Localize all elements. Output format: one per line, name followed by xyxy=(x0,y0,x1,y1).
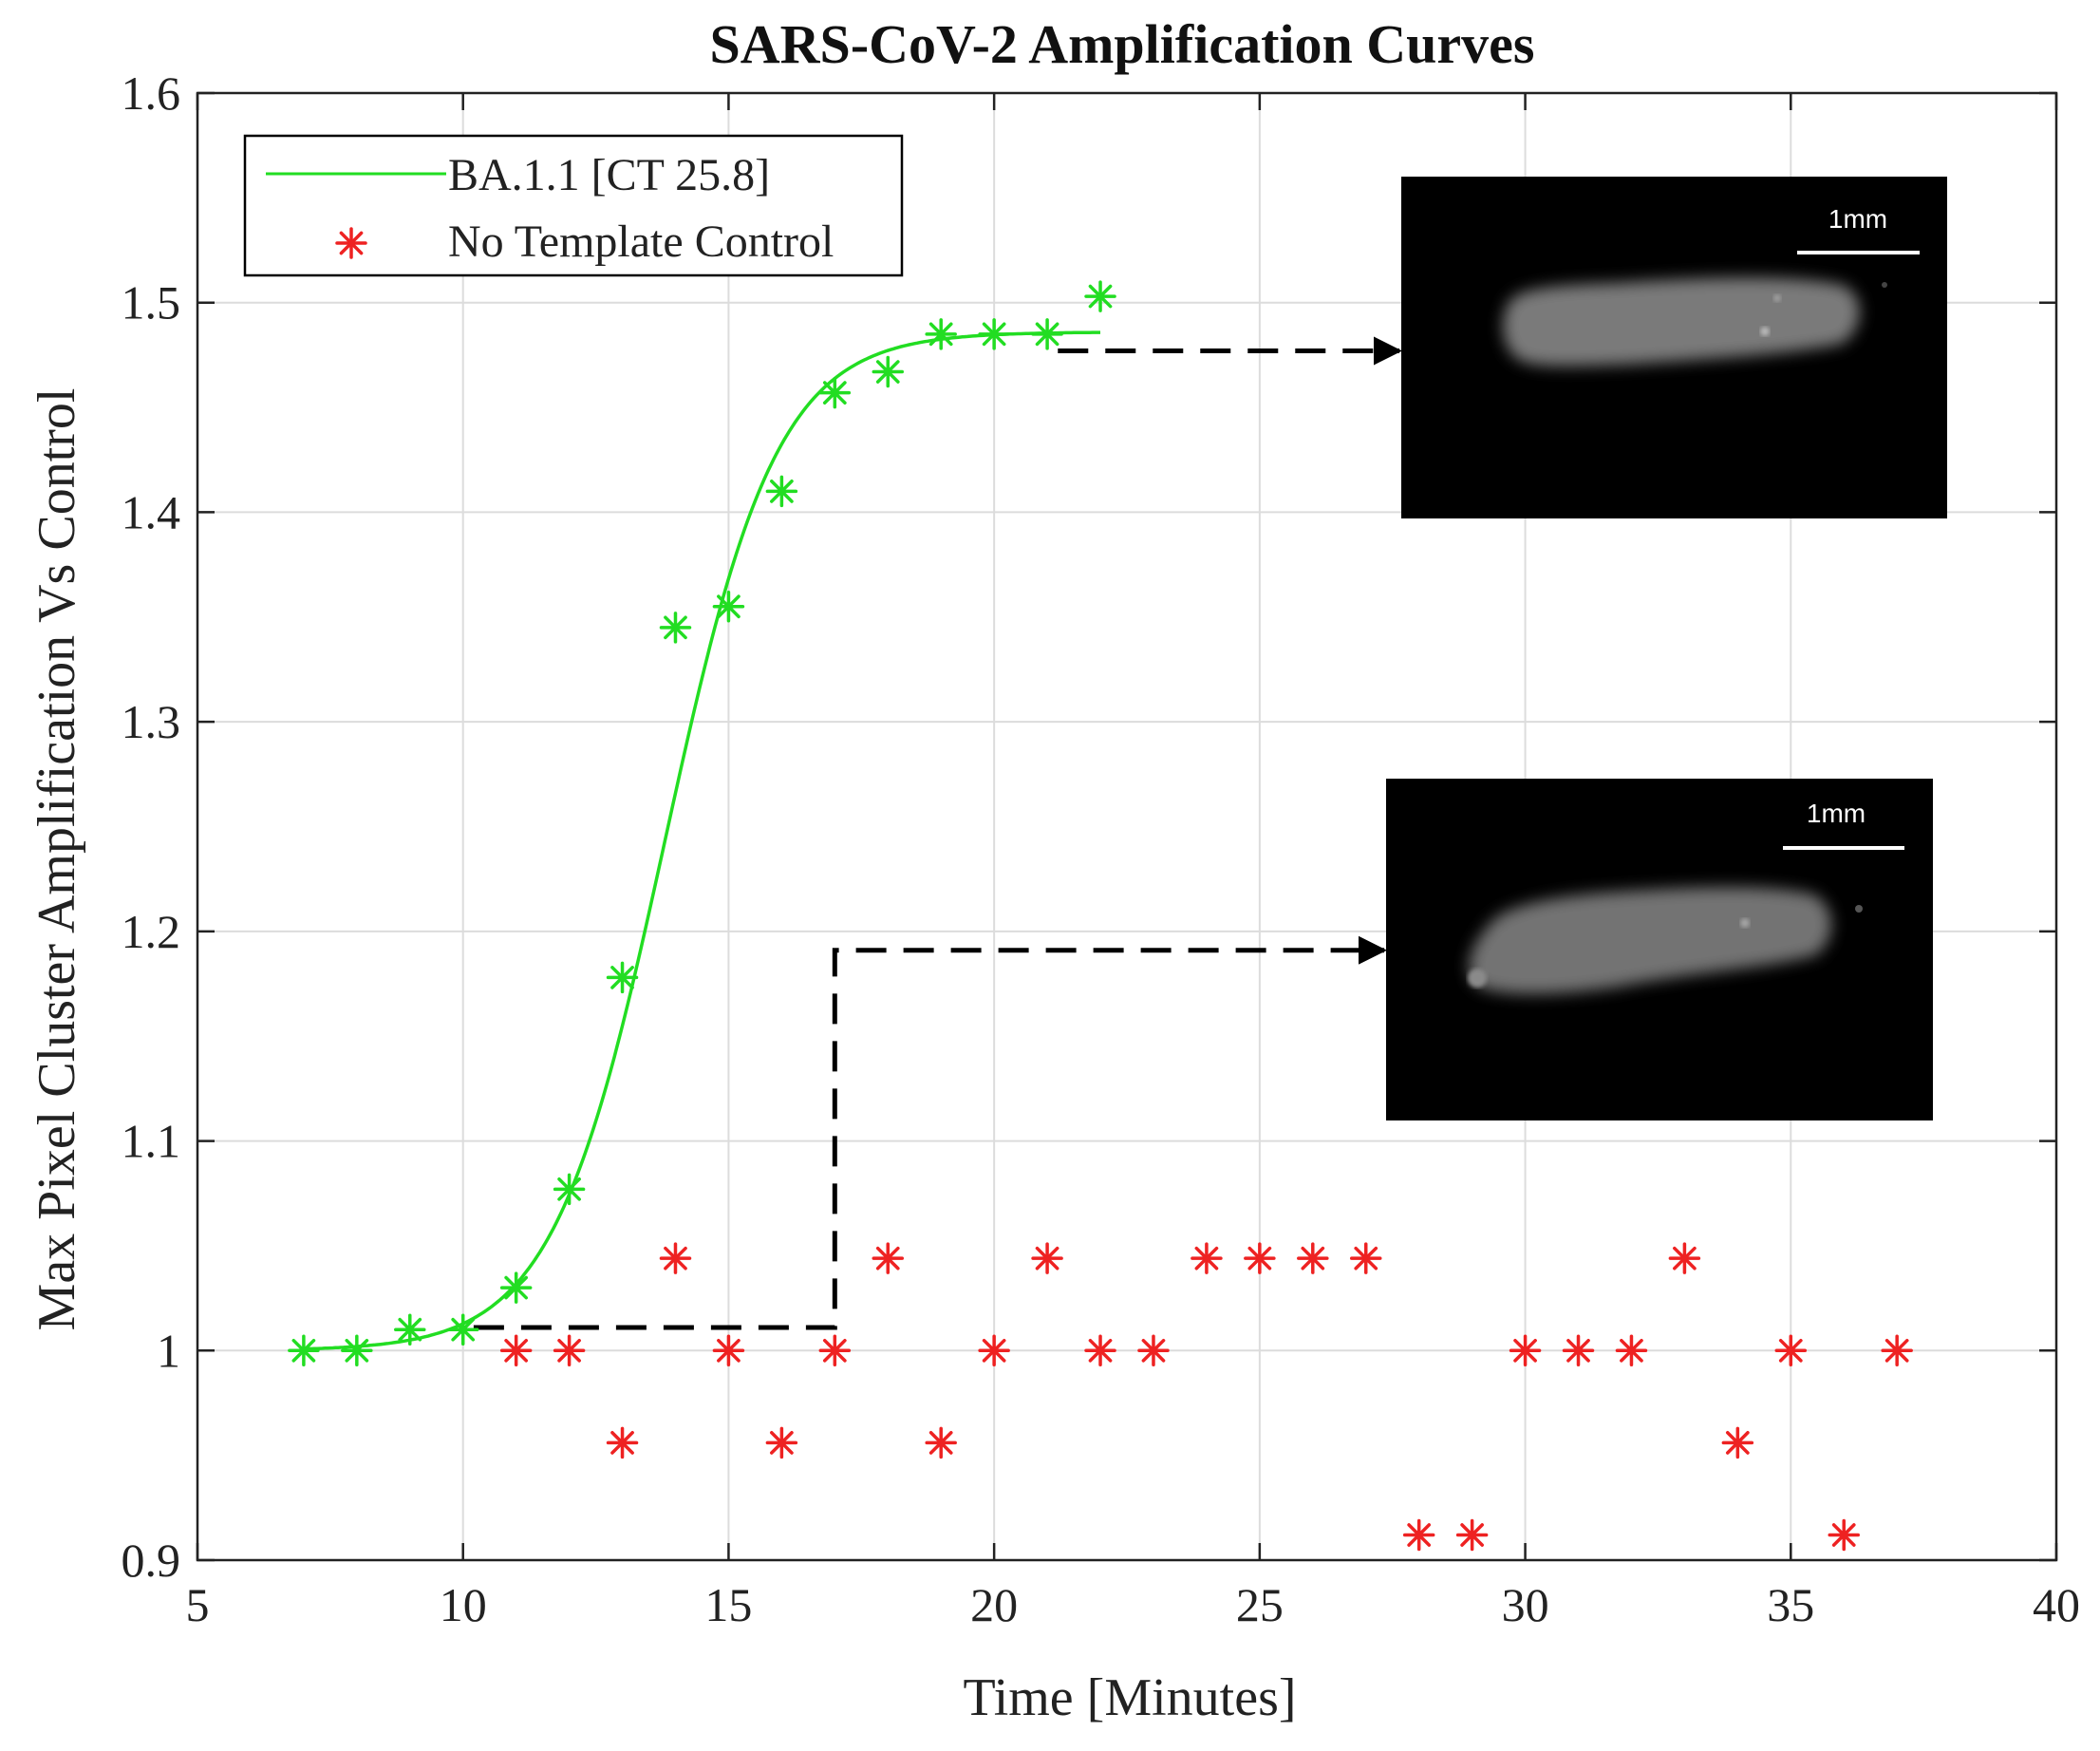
ba-data-point xyxy=(978,318,1010,350)
lower-dashed-arrow xyxy=(473,935,1387,1330)
y-tick-label: 1.4 xyxy=(122,485,181,538)
ba-data-point xyxy=(872,355,905,388)
ntc-data-point xyxy=(1455,1518,1489,1552)
y-tick-label: 1.6 xyxy=(122,66,181,120)
y-tick-label: 0.9 xyxy=(122,1534,181,1587)
legend-label-ba: BA.1.1 [CT 25.8] xyxy=(448,150,770,200)
ba-data-point xyxy=(659,612,692,644)
ba-fit-curve xyxy=(303,330,1100,1351)
ntc-data-point xyxy=(499,1334,533,1367)
chart-title: SARS-CoV-2 Amplification Curves xyxy=(710,13,1535,75)
ntc-data-point xyxy=(1881,1334,1913,1367)
x-tick-label: 40 xyxy=(2033,1578,2080,1631)
y-tick-label: 1.3 xyxy=(122,695,181,748)
x-tick-label: 5 xyxy=(186,1578,210,1631)
ba-data-point xyxy=(818,376,852,409)
axes xyxy=(196,91,2058,1562)
y-tick-label: 1.2 xyxy=(122,905,181,958)
legend-asterisk-swatch xyxy=(335,227,367,259)
ntc-data-point xyxy=(1084,1334,1116,1367)
legend-box xyxy=(243,134,904,277)
ntc-points-group xyxy=(499,1242,1913,1552)
ntc-data-point xyxy=(1509,1334,1542,1367)
ba-data-point xyxy=(446,1313,479,1346)
lower-inset-specimen xyxy=(1469,887,1832,994)
ntc-data-point xyxy=(872,1242,905,1274)
ntc-data-point xyxy=(1721,1426,1754,1459)
ntc-data-point xyxy=(1137,1334,1170,1367)
ntc-data-point xyxy=(818,1334,852,1367)
ba-data-point xyxy=(606,961,639,994)
ntc-data-point xyxy=(925,1426,957,1459)
ntc-data-point xyxy=(712,1334,745,1367)
ntc-data-point xyxy=(1774,1334,1808,1367)
ntc-data-point xyxy=(1349,1242,1382,1274)
ntc-data-point xyxy=(553,1334,586,1367)
upper-inset-specimen xyxy=(1503,277,1860,367)
ba-data-point xyxy=(712,591,745,623)
ba-data-point xyxy=(553,1173,586,1206)
x-tick-label: 25 xyxy=(1236,1578,1284,1631)
ntc-data-point xyxy=(659,1242,692,1274)
ntc-data-point xyxy=(1031,1242,1063,1274)
ba-data-point xyxy=(925,318,957,350)
ntc-data-point xyxy=(978,1334,1010,1367)
ba-data-point xyxy=(1084,280,1116,312)
x-tick-label: 20 xyxy=(970,1578,1018,1631)
x-tick-label: 10 xyxy=(440,1578,487,1631)
fit-curve-group xyxy=(303,330,1100,1351)
ntc-data-point xyxy=(1668,1242,1701,1274)
x-axis-ticks: 5 10 15 20 25 30 35 40 xyxy=(186,93,2080,1631)
upper-inset-image: 1mm xyxy=(1401,177,1947,518)
ntc-data-point xyxy=(1191,1242,1223,1274)
ba-data-point xyxy=(499,1271,533,1304)
ba-data-point xyxy=(288,1334,320,1367)
ba-data-point xyxy=(765,475,798,508)
lower-inset-image: 1mm xyxy=(1386,779,1933,1120)
y-axis-label: Max Pixel Cluster Amplification Vs Contr… xyxy=(28,388,86,1331)
ba-data-point xyxy=(394,1313,426,1346)
ntc-data-point xyxy=(1828,1518,1860,1552)
y-tick-label: 1 xyxy=(157,1324,180,1377)
x-tick-label: 15 xyxy=(704,1578,752,1631)
y-tick-label: 1.5 xyxy=(122,276,181,329)
x-tick-label: 30 xyxy=(1502,1578,1549,1631)
ntc-data-point xyxy=(1244,1242,1276,1274)
ba-data-point xyxy=(1031,318,1063,350)
legend-asterisk xyxy=(335,227,367,259)
lower-scale-bar-label: 1mm xyxy=(1807,799,1866,828)
ntc-data-point xyxy=(1562,1334,1595,1367)
plot-frame xyxy=(196,91,2058,1562)
ntc-data-point xyxy=(1402,1518,1435,1552)
upper-scale-bar-label: 1mm xyxy=(1828,204,1887,234)
ntc-data-point xyxy=(606,1426,639,1459)
ba-points-group xyxy=(288,280,1116,1367)
legend: BA.1.1 [CT 25.8] No Template Control xyxy=(243,134,904,277)
y-tick-label: 1.1 xyxy=(122,1115,181,1168)
ntc-data-point xyxy=(765,1426,798,1459)
dashed-arrows xyxy=(473,336,1402,1330)
ba-data-point xyxy=(341,1334,373,1367)
legend-label-ntc: No Template Control xyxy=(448,217,834,267)
ntc-data-point xyxy=(1297,1242,1329,1274)
x-axis-label: Time [Minutes] xyxy=(963,1668,1296,1727)
y-axis-ticks: 0.9 1 1.1 1.2 1.3 1.4 1.5 1.6 xyxy=(122,66,2056,1587)
x-tick-label: 35 xyxy=(1767,1578,1814,1631)
ntc-data-point xyxy=(1615,1334,1648,1367)
